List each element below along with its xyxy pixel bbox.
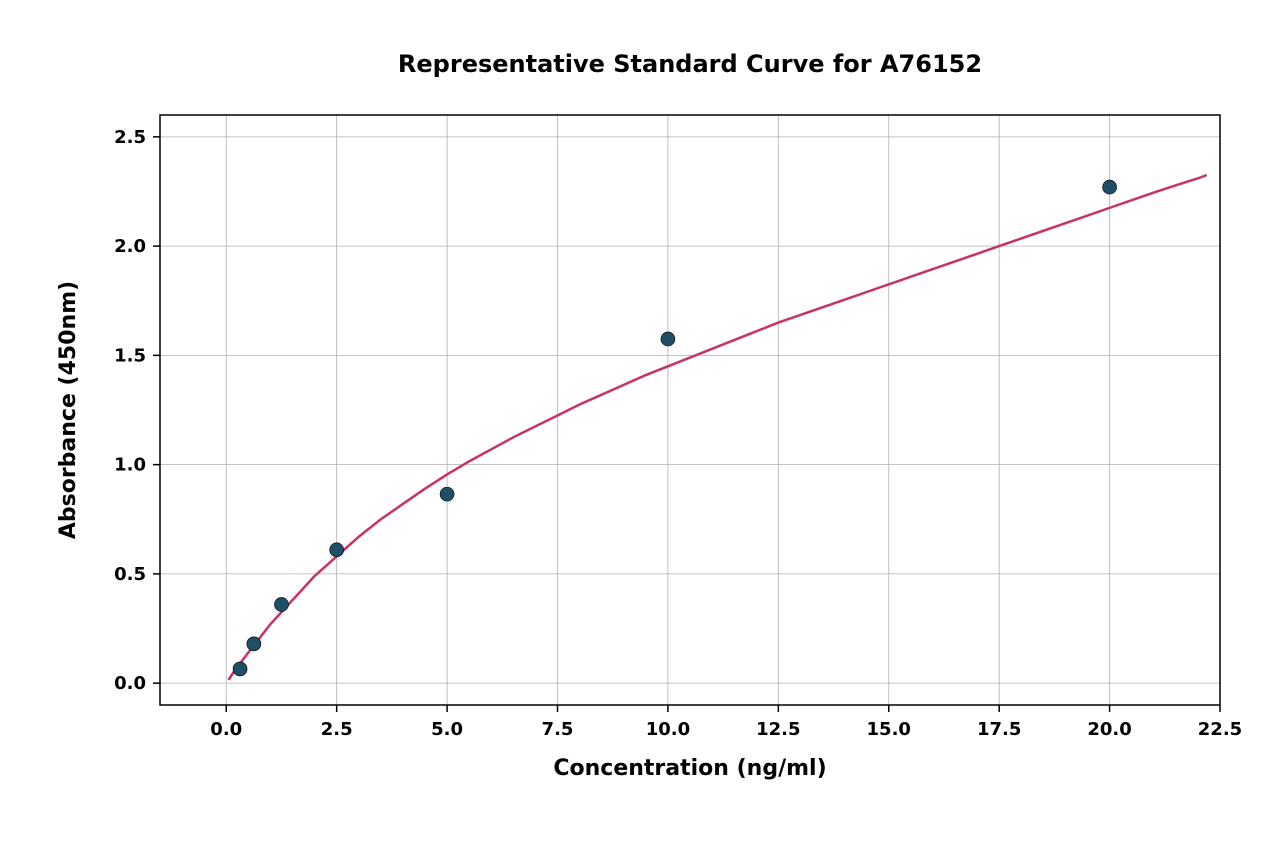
plot-border: [160, 115, 1220, 705]
y-tick-label: 0.5: [114, 564, 146, 585]
chart-container: 0.0 2.5 5.0 7.5 10.0 12.5 15.0 17.5 20.0 22.5 0.0 0…: [0, 0, 1280, 845]
x-tick-label: 17.5: [977, 719, 1021, 740]
chart-title: Representative Standard Curve for A76152: [398, 50, 982, 78]
x-tick-label: 12.5: [756, 719, 800, 740]
standard-curve-chart: 0.0 2.5 5.0 7.5 10.0 12.5 15.0 17.5 20.0 22.5 0.0 0…: [0, 0, 1280, 845]
x-tick-label: 5.0: [431, 719, 463, 740]
x-tick-label: 7.5: [542, 719, 574, 740]
data-point: [274, 597, 288, 611]
y-tick-label: 2.0: [114, 236, 146, 257]
data-point: [233, 662, 247, 676]
data-point: [330, 543, 344, 557]
y-tick-label: 2.5: [114, 127, 146, 148]
fitted-curve: [228, 175, 1206, 680]
x-tick-label: 10.0: [646, 719, 690, 740]
data-point: [247, 637, 261, 651]
x-tick-label: 2.5: [321, 719, 353, 740]
x-tick-label: 15.0: [867, 719, 911, 740]
data-point: [440, 487, 454, 501]
data-point: [661, 332, 675, 346]
data-point: [1103, 180, 1117, 194]
x-tick-label: 20.0: [1087, 719, 1131, 740]
y-tick-label: 1.5: [114, 345, 146, 366]
y-tick-label: 1.0: [114, 455, 146, 476]
x-axis-label: Concentration (ng/ml): [553, 756, 826, 781]
x-tick-label: 0.0: [210, 719, 242, 740]
y-axis-label: Absorbance (450nm): [56, 281, 81, 539]
x-tick-label: 22.5: [1198, 719, 1242, 740]
y-tick-label: 0.0: [114, 673, 146, 694]
